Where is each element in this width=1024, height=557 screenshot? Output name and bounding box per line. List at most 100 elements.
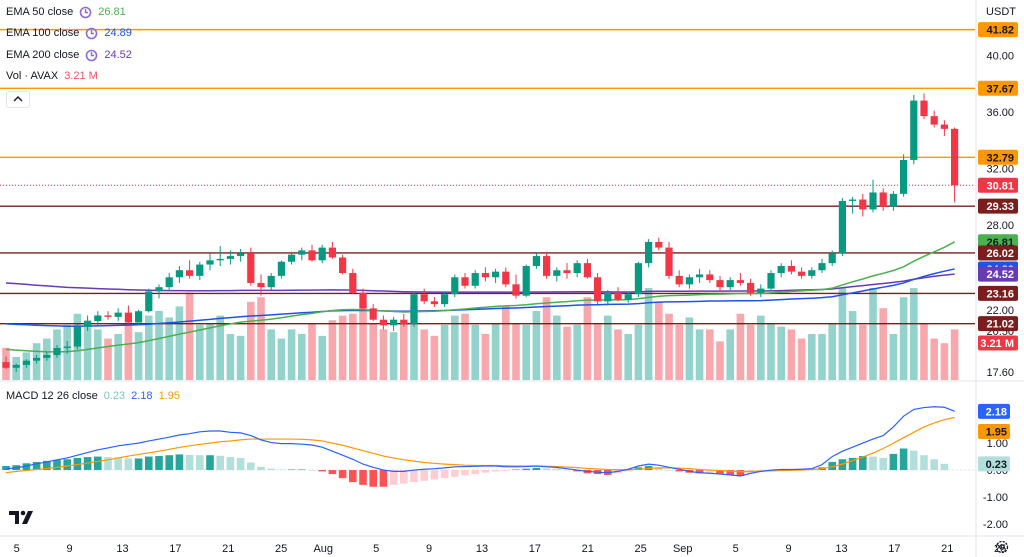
macd-histogram-bar [114,457,122,471]
ema100-line [5,268,955,327]
ema200-indicator-icon[interactable] [85,49,98,62]
candle-body [859,199,867,210]
candle-body [573,263,581,274]
price-tick-label: 32.00 [986,163,1014,175]
candle-body [400,319,408,324]
candle-body [757,288,765,293]
ema100-indicator-icon[interactable] [85,27,98,40]
candle-body [481,273,489,278]
candle-body [33,357,41,361]
macd-histogram-bar [94,456,102,471]
volume-bar [950,329,959,380]
volume-bar [155,311,163,380]
candle-body [696,274,704,278]
candle-body [430,301,438,305]
volume-bar [573,324,581,380]
candle-body [53,347,61,356]
price-badge-bg [978,245,1018,261]
legend-volume[interactable]: Vol · AVAX 3.21 M [6,70,98,83]
price-badge-label: 37.67 [986,83,1014,95]
macd-histogram-bar [726,470,734,475]
chevron-up-icon [13,96,23,102]
candle-body [736,280,744,283]
time-tick-label: 17 [169,543,181,555]
volume-bar [318,335,326,380]
volume-bar [532,311,541,380]
volume-bar [634,324,643,380]
volume-bar [593,322,602,380]
candle-body [165,277,173,288]
volume-bar [828,322,836,380]
macd-histogram-bar [624,470,632,472]
volume-bar [104,338,112,380]
macd-histogram-bar [22,463,31,471]
price-badge-bg [978,149,1018,165]
macd-histogram-bar [236,457,245,471]
macd-histogram-bar [665,470,673,471]
macd-histogram-bar [308,470,316,471]
currency-selector[interactable]: USDT [986,6,1016,18]
collapse-legend-button[interactable] [6,91,30,108]
settings-gear-icon[interactable] [995,540,1009,554]
candle-body [410,294,418,324]
legend-ema50[interactable]: EMA 50 close 26.81 [6,6,126,19]
candle-body [910,100,918,160]
candle-body [267,275,275,288]
volume-bar [247,301,255,380]
volume-bar [522,324,530,380]
macd-histogram-bar [267,468,275,471]
candle-body [777,265,785,274]
legend-macd-signal: 1.95 [158,390,180,402]
price-badge: 3.21 M [978,335,1018,351]
macd-histogram-bar [165,455,173,471]
candle-body [879,192,887,207]
price-badge-label: 23.16 [986,288,1014,300]
candle-body [237,253,245,257]
candle-body [2,362,10,368]
macd-histogram-bar [53,459,61,471]
volume-bar [716,341,724,380]
time-tick-label: 5 [373,543,379,555]
legend-volume-label: Vol · AVAX [6,70,59,82]
volume-bar [349,313,357,380]
volume-bar [481,334,490,380]
legend-volume-value: 3.21 M [64,70,98,82]
candle-body [747,282,755,293]
candle-body [798,271,806,276]
tradingview-logo-icon[interactable] [8,507,38,527]
candle-body [63,346,71,348]
candle-body [522,265,530,296]
volume-bar [471,324,479,380]
candle-body [226,256,234,259]
candle-body [583,263,591,278]
macd-histogram-bar [175,454,184,471]
volume-bar [614,329,622,380]
price-badge-label: 26.02 [986,248,1014,260]
volume-bar [624,334,632,380]
ema50-indicator-icon[interactable] [79,6,92,19]
time-tick-label: 17 [888,543,900,555]
volume-bar [726,329,734,380]
price-badge-label: 24.52 [986,269,1014,281]
volume-bar [563,326,571,380]
legend-ema100[interactable]: EMA 100 close 24.89 [6,27,132,40]
candle-body [135,311,143,323]
legend-macd[interactable]: MACD 12 26 close 0.23 2.18 1.95 [6,390,180,403]
macd-histogram-bar [104,457,112,471]
candle-body [257,282,265,288]
candle-body [390,319,398,326]
legend-ema200[interactable]: EMA 200 close 24.52 [6,49,132,62]
volume-bar [838,288,847,380]
candle-body [665,247,673,276]
price-badge-bg [978,316,1018,332]
volume-bar [899,297,908,380]
macd-histogram-bar [940,463,949,471]
volume-bar [512,322,520,380]
candle-body [12,364,20,368]
volume-bar [328,320,337,380]
macd-histogram-bar [155,456,163,471]
macd-badge: 0.23 [978,456,1010,472]
time-tick-label: 5 [14,543,20,555]
candle-body [604,292,612,302]
